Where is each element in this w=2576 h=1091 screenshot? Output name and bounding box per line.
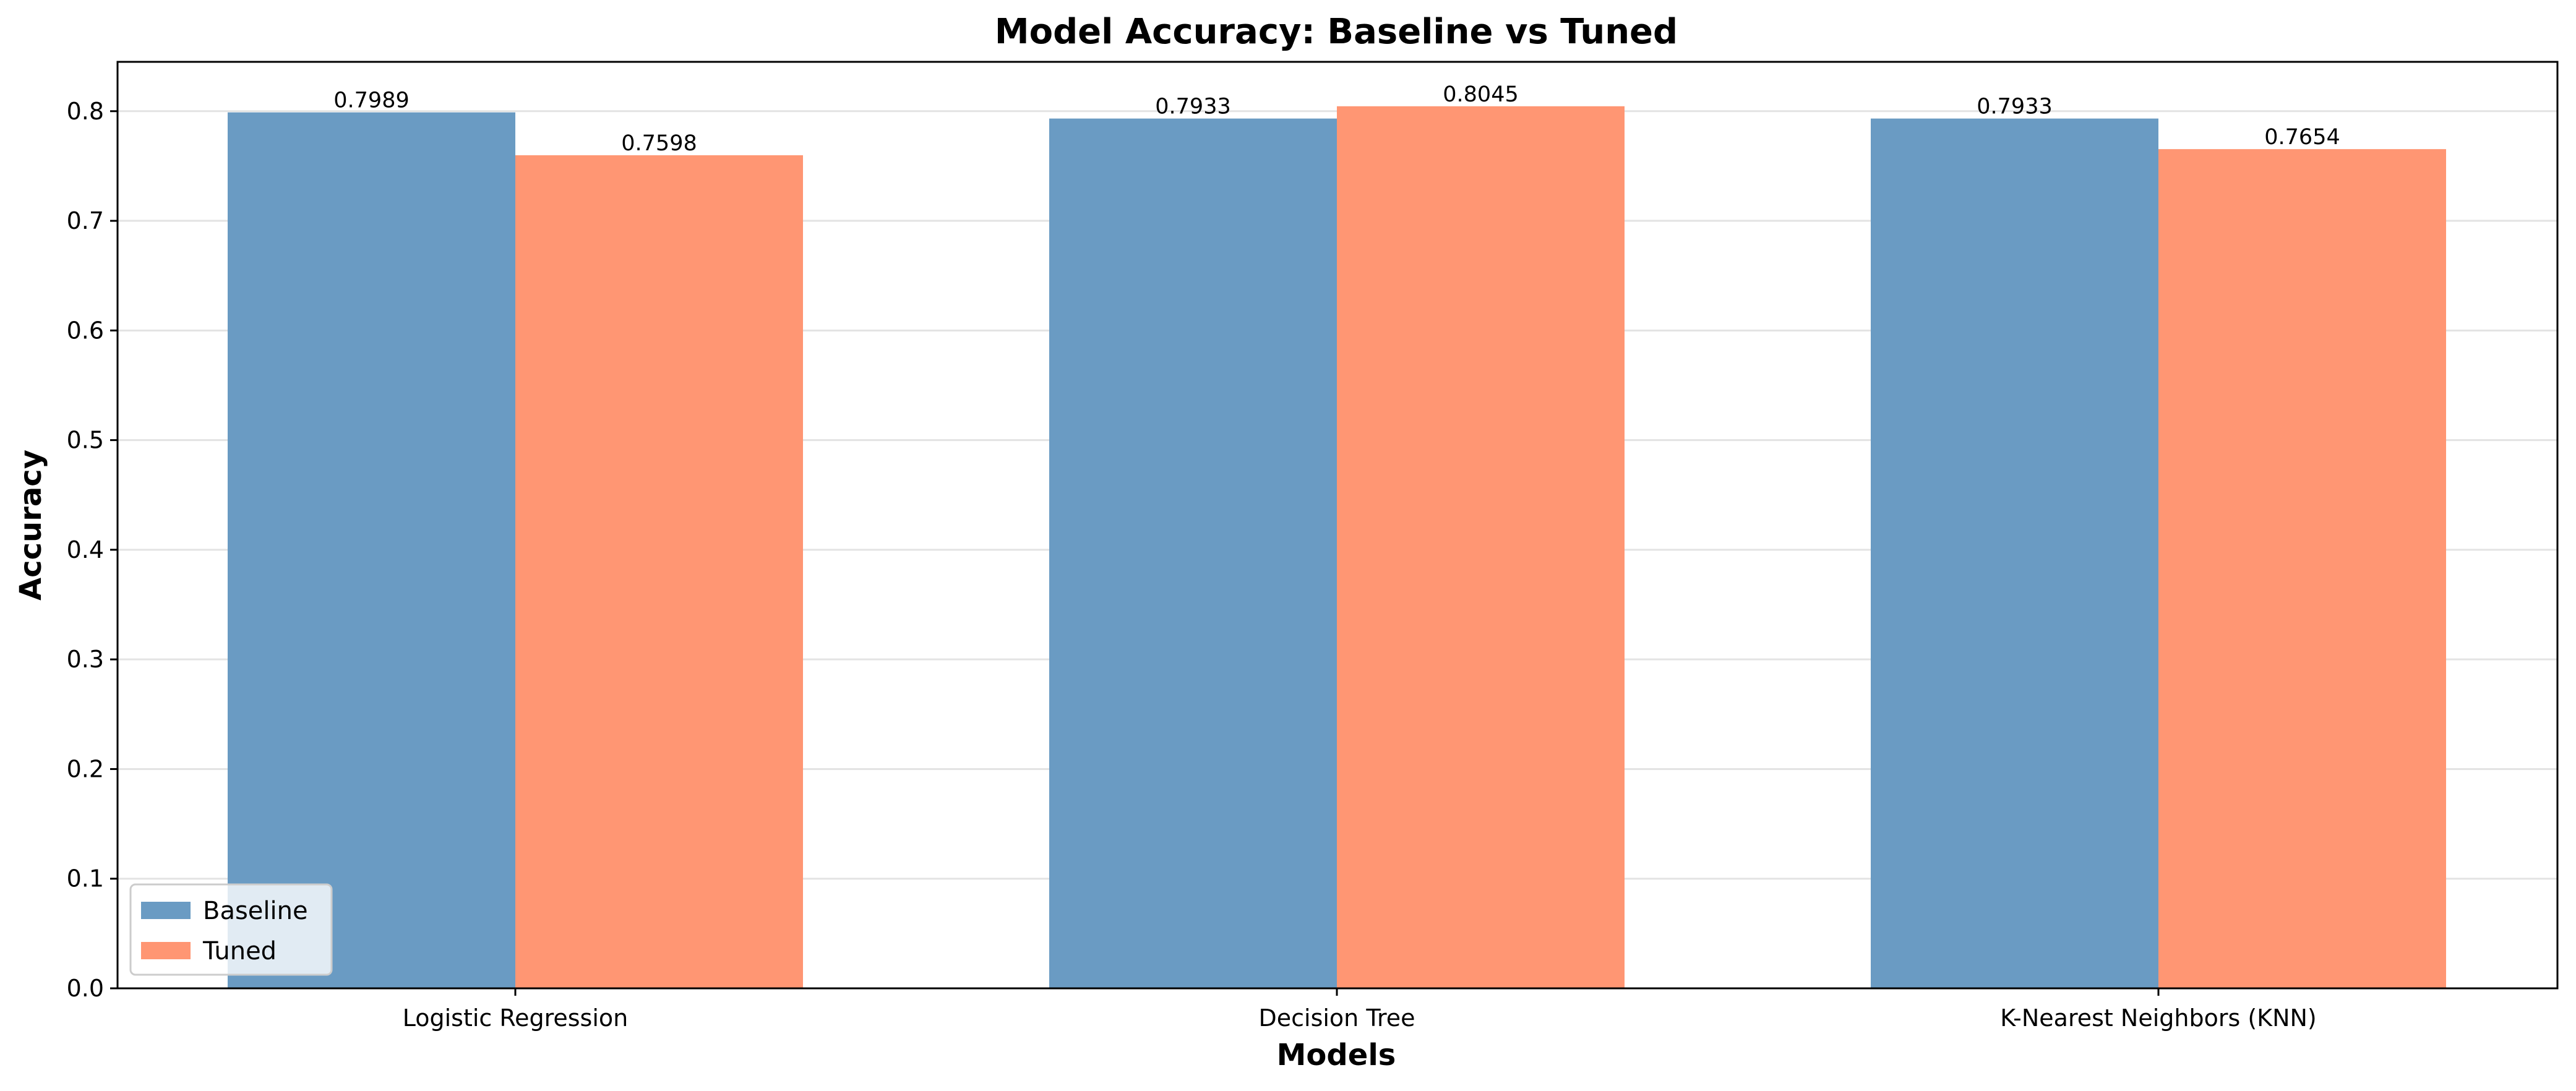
data-label: 0.7933 [1155,95,1230,119]
y-tick-label: 0.5 [67,427,104,454]
legend-swatch-baseline [141,902,191,919]
data-label: 0.7654 [2264,125,2340,150]
x-tick-label: Decision Tree [1258,1004,1415,1032]
y-tick-label: 0.3 [67,646,104,673]
data-label: 0.7989 [333,88,409,113]
y-tick-label: 0.6 [67,317,104,344]
bar-baseline [1871,118,2158,988]
y-tick-label: 0.2 [67,755,104,782]
y-axis: 0.0 0.1 0.2 0.3 0.4 0.5 0.6 0.7 0.8 [67,98,118,1002]
y-tick-label: 0.1 [67,865,104,892]
chart-title: Model Accuracy: Baseline vs Tuned [995,12,1678,52]
legend-label-baseline: Baseline [203,897,308,925]
bar-tuned [1337,106,1625,989]
x-tick-label: K-Nearest Neighbors (KNN) [2000,1004,2317,1032]
data-label: 0.7933 [1977,95,2052,119]
data-label: 0.8045 [1443,82,1518,107]
x-axis-label: Models [1277,1038,1396,1072]
bar-tuned [515,155,803,989]
y-tick-label: 0.8 [67,98,104,125]
bar-tuned [2158,149,2446,988]
x-axis: Logistic Regression Decision Tree K-Neares… [403,988,2317,1032]
bar-baseline [228,112,515,988]
legend-label-tuned: Tuned [202,937,277,965]
legend: Baseline Tuned [129,883,333,976]
bar-baseline [1049,118,1337,988]
data-label: 0.7598 [621,131,697,156]
y-tick-label: 0.4 [67,536,104,563]
y-axis-label: Accuracy [14,450,48,601]
legend-swatch-tuned [141,942,191,959]
bars [228,106,2446,989]
y-tick-label: 0.0 [67,975,104,1002]
data-labels: 0.7989 0.7598 0.7933 0.8045 0.7933 0.7654 [333,82,2340,156]
y-tick-label: 0.7 [67,207,104,234]
x-tick-label: Logistic Regression [403,1004,629,1032]
